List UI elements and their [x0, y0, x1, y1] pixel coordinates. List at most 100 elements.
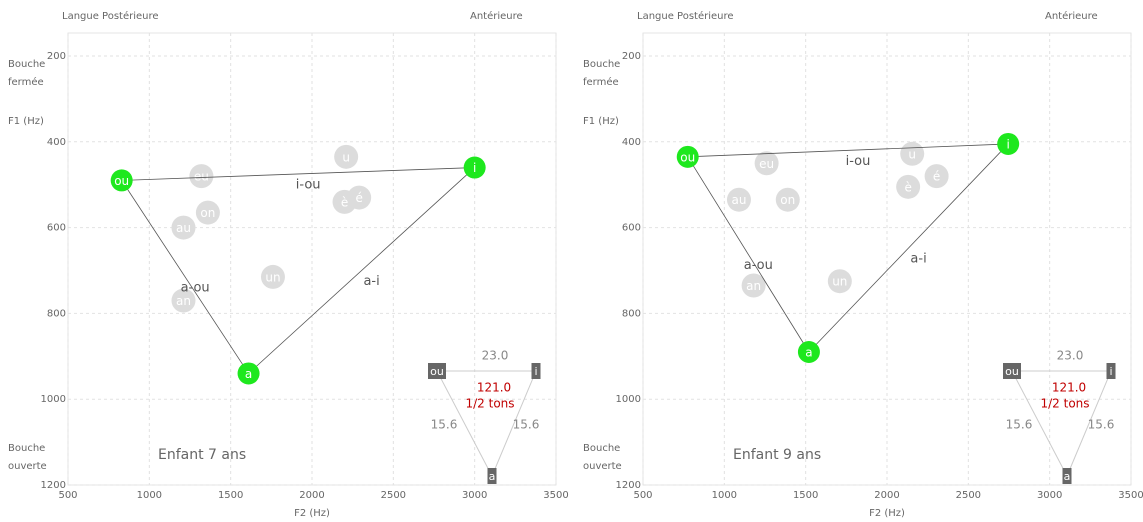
y-bottom-note: Bouche — [8, 443, 45, 454]
y-top-note: fermée — [8, 76, 44, 88]
reference-label: u — [342, 150, 350, 164]
x-tick-label: 1500 — [218, 490, 243, 501]
inset-vertex — [1003, 363, 1021, 379]
y-tick-label: 400 — [47, 137, 66, 148]
reference-label: eu — [194, 170, 209, 184]
reference-label: u — [908, 147, 916, 161]
vowel-label: a — [805, 346, 812, 360]
reference-label: eu — [759, 157, 774, 171]
reference-vowel — [754, 151, 779, 176]
y-top-note: Bouche — [583, 59, 620, 70]
x-tick-label: 500 — [58, 490, 77, 501]
reference-label: é — [355, 191, 362, 205]
reference-label: un — [832, 275, 847, 289]
x-tick-label: 500 — [633, 490, 652, 501]
y-bottom-note: ouverte — [8, 461, 47, 472]
x-tick-label: 3000 — [462, 490, 487, 501]
reference-label: an — [176, 294, 191, 308]
y-tick-label: 1000 — [41, 394, 66, 405]
inset-left: 15.6 — [431, 418, 458, 432]
x-tick-label: 2500 — [956, 490, 981, 501]
y-tick-label: 400 — [622, 137, 641, 148]
x-tick-label: 1500 — [793, 490, 818, 501]
reference-vowel — [775, 187, 800, 212]
vowel-point — [110, 169, 133, 192]
triangle-edge — [808, 143, 1009, 353]
inset-vertex-label: i — [1109, 365, 1112, 378]
reference-vowel — [924, 164, 949, 189]
reference-label: on — [780, 193, 795, 207]
inset-vertex — [531, 363, 541, 379]
reference-vowel — [741, 273, 766, 298]
reference-vowel — [896, 174, 921, 199]
reference-vowel — [189, 164, 214, 189]
x-tick-label: 3000 — [1037, 490, 1062, 501]
x-tick-label: 2000 — [874, 490, 899, 501]
reference-vowel — [334, 144, 359, 169]
edge-label: a-i — [363, 274, 379, 289]
y-tick-label: 200 — [622, 51, 641, 62]
y-tick-label: 800 — [622, 308, 641, 319]
annotation: Enfant 7 ans — [158, 447, 246, 463]
inset-top: 23.0 — [482, 349, 509, 363]
reference-label: é — [933, 170, 940, 184]
edge-label: a-i — [910, 251, 926, 266]
vowel-label: i — [1007, 137, 1010, 151]
vowel-point — [463, 156, 486, 179]
header-left: Langue Postérieure — [637, 10, 734, 22]
reference-vowel — [827, 269, 852, 294]
reference-vowel — [726, 187, 751, 212]
y-bottom-note: ouverte — [583, 461, 622, 472]
y-tick-label: 200 — [47, 51, 66, 62]
x-tick-label: 1000 — [712, 490, 737, 501]
x-tick-label: 1000 — [137, 490, 162, 501]
y-tick-label: 600 — [622, 223, 641, 234]
inset-unit: 1/2 tons — [1040, 397, 1089, 411]
x-tick-label: 2500 — [381, 490, 406, 501]
reference-label: au — [176, 221, 191, 235]
y-axis-label: F1 (Hz) — [583, 116, 619, 127]
y-top-note: fermée — [583, 76, 619, 88]
x-tick-label: 3500 — [543, 490, 568, 501]
inset-vertex — [1062, 468, 1072, 484]
reference-vowel — [171, 215, 196, 240]
y-axis-label: F1 (Hz) — [8, 116, 44, 127]
x-axis-label: F2 (Hz) — [294, 508, 330, 519]
inset-vertex — [428, 363, 446, 379]
inset-right: 15.6 — [513, 418, 540, 432]
inset-vertex — [1106, 363, 1116, 379]
vowel-point — [997, 132, 1020, 155]
vowel-point — [797, 341, 820, 364]
inset-edge — [491, 370, 537, 477]
reference-vowel — [347, 185, 372, 210]
y-top-note: Bouche — [8, 59, 45, 70]
reference-label: è — [904, 180, 911, 194]
y-tick-label: 800 — [47, 308, 66, 319]
inset-vertex-label: a — [1064, 470, 1071, 483]
inset-top: 23.0 — [1057, 349, 1084, 363]
vowel-label: a — [245, 367, 252, 381]
header-left: Langue Postérieure — [62, 10, 159, 22]
inset-vertex-label: i — [534, 365, 537, 378]
inset-edge — [1011, 370, 1068, 477]
reference-label: è — [341, 195, 348, 209]
edge-label: i-ou — [846, 154, 871, 169]
inset-vertex-label: ou — [430, 365, 444, 378]
reference-label: un — [265, 270, 280, 284]
edge-label: i-ou — [296, 177, 321, 192]
reference-vowel — [260, 264, 285, 289]
reference-vowel — [195, 200, 220, 225]
reference-label: on — [200, 206, 215, 220]
edge-label: a-ou — [744, 258, 773, 273]
reference-label: au — [731, 193, 746, 207]
triangle-edge — [121, 180, 249, 374]
y-tick-label: 600 — [47, 223, 66, 234]
reference-label: an — [746, 279, 761, 293]
triangle-edge — [687, 143, 1009, 158]
inset-unit: 1/2 tons — [465, 397, 514, 411]
inset-edge — [436, 370, 493, 477]
triangle-edge — [687, 156, 810, 353]
